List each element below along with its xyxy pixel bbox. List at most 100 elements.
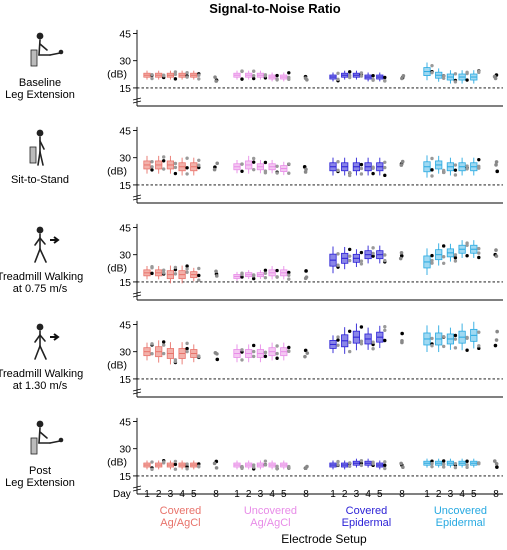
data-point [240, 275, 244, 279]
group-label-line: Ag/AgCl [160, 517, 200, 529]
sit-to-stand-icon [29, 129, 45, 166]
data-point [150, 271, 154, 276]
data-point [252, 160, 256, 164]
data-point [494, 248, 498, 252]
data-point [371, 347, 375, 351]
data-point [359, 463, 364, 468]
data-point [173, 359, 178, 364]
day-tick-label: 1 [330, 489, 336, 500]
y-unit-label: (dB) [107, 262, 127, 274]
data-point [383, 328, 387, 333]
data-point [275, 351, 279, 356]
data-point [304, 275, 309, 279]
data-point [383, 466, 387, 471]
data-point [173, 72, 178, 77]
y-unit-label: (dB) [107, 68, 127, 80]
icon-stroke [34, 345, 41, 360]
data-point [453, 253, 458, 257]
panel-2: 15 30 45 (dB) Sit-to-Stand [11, 125, 503, 204]
y-tick-label: 30 [119, 56, 131, 68]
group-label-line: Ag/AgCl [250, 517, 290, 529]
data-point [240, 77, 244, 81]
data-point [185, 346, 189, 351]
group-label-line: Covered [160, 505, 202, 517]
data-point [400, 159, 405, 164]
data-point [430, 258, 434, 263]
data-point [197, 163, 201, 167]
day-tick-label: 5 [471, 489, 477, 500]
icon-head [36, 323, 44, 331]
data-point [400, 76, 404, 81]
data-point [430, 461, 434, 466]
day-tick-label: 3 [354, 489, 360, 500]
data-point [240, 162, 244, 166]
panel-label-line: Treadmill Walking [0, 271, 83, 283]
data-point [348, 170, 352, 175]
day-tick-label: 5 [191, 489, 197, 500]
data-point [263, 350, 268, 355]
data-point [383, 79, 387, 83]
y-unit-label: (dB) [107, 359, 127, 371]
data-point [252, 349, 256, 354]
data-point [150, 352, 154, 356]
data-point [263, 73, 268, 77]
data-point [173, 459, 178, 464]
data-point [400, 339, 404, 343]
data-point [185, 341, 189, 346]
data-point [275, 466, 279, 471]
data-point [263, 268, 268, 273]
data-point [359, 342, 364, 346]
data-point [430, 174, 434, 178]
y-tick-label: 30 [119, 153, 131, 165]
data-point [371, 340, 375, 344]
data-point [197, 278, 201, 282]
data-point [336, 263, 340, 267]
data-point [173, 70, 178, 74]
day-axis-label: Day [113, 489, 131, 500]
data-point [399, 461, 403, 466]
icon-stroke [49, 440, 61, 444]
data-point [336, 168, 340, 173]
icon-head [36, 32, 44, 40]
data-point [240, 358, 244, 362]
data-point [303, 170, 308, 174]
data-point [359, 172, 364, 176]
data-point [197, 158, 201, 162]
data-point [287, 77, 291, 82]
data-point [453, 333, 458, 338]
data-point [383, 165, 387, 170]
data-point [214, 466, 219, 470]
y-tick-label: 15 [119, 83, 131, 95]
data-point [162, 340, 166, 344]
data-point [465, 348, 469, 352]
panel-label-line: Leg Extension [5, 477, 75, 489]
day-tick-label: 1 [234, 489, 240, 500]
data-point [212, 461, 217, 466]
data-point [348, 258, 352, 263]
data-point [442, 344, 446, 349]
axis-break-mark [132, 388, 142, 392]
data-point [359, 259, 364, 263]
data-point [348, 70, 352, 74]
data-point [240, 272, 244, 277]
data-point [336, 463, 340, 467]
data-point [150, 342, 154, 346]
data-point [150, 165, 154, 169]
data-point [303, 354, 307, 359]
data-point [371, 342, 375, 347]
data-point [371, 73, 375, 78]
data-point [442, 459, 446, 463]
data-point [495, 329, 499, 334]
data-point [150, 160, 154, 164]
data-point [185, 264, 189, 268]
data-point [185, 172, 189, 176]
y-tick-label: 30 [119, 250, 131, 262]
icon-stroke [37, 151, 41, 166]
data-point [359, 262, 364, 266]
day-tick-label: 3 [258, 489, 264, 500]
data-point [442, 465, 446, 469]
data-point [213, 351, 218, 355]
data-point [442, 335, 446, 339]
data-point [287, 345, 291, 350]
icon-chair [29, 146, 37, 164]
